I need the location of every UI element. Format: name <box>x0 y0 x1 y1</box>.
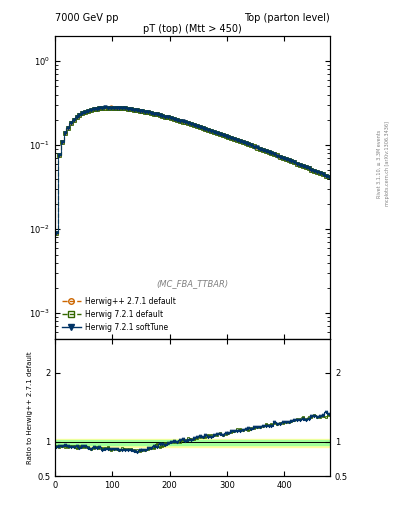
Text: 7000 GeV pp: 7000 GeV pp <box>55 13 119 23</box>
Text: Rivet 3.1.10, ≥ 3.3M events: Rivet 3.1.10, ≥ 3.3M events <box>377 130 382 198</box>
Legend: Herwig++ 2.7.1 default, Herwig 7.2.1 default, Herwig 7.2.1 softTune: Herwig++ 2.7.1 default, Herwig 7.2.1 def… <box>59 294 179 335</box>
Title: pT (top) (Mtt > 450): pT (top) (Mtt > 450) <box>143 24 242 34</box>
Y-axis label: Ratio to Herwig++ 2.7.1 default: Ratio to Herwig++ 2.7.1 default <box>27 351 33 464</box>
Text: (MC_FBA_TTBAR): (MC_FBA_TTBAR) <box>156 280 229 289</box>
Text: mcplots.cern.ch [arXiv:1306.3436]: mcplots.cern.ch [arXiv:1306.3436] <box>385 121 389 206</box>
Text: Top (parton level): Top (parton level) <box>244 13 330 23</box>
